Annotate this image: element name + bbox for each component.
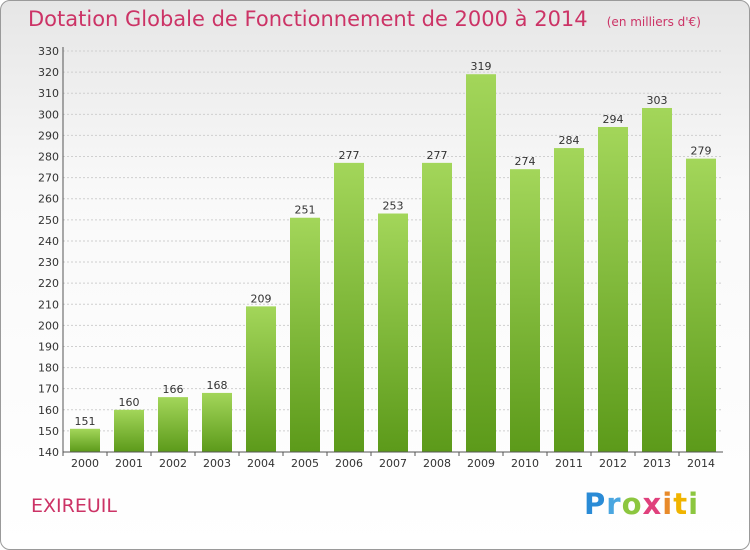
bar-value-label: 160 [119, 396, 140, 409]
x-tick-label: 2004 [247, 457, 275, 470]
bar-value-label: 277 [339, 149, 360, 162]
bar-value-label: 253 [383, 200, 404, 213]
x-tick-label: 2013 [643, 457, 671, 470]
y-tick-label: 270 [38, 172, 59, 185]
y-tick-label: 180 [38, 362, 59, 375]
commune-name: EXIREUIL [31, 495, 117, 517]
bar-value-label: 274 [515, 155, 536, 168]
bar-2001 [114, 409, 144, 452]
bar-2005 [290, 217, 320, 452]
y-tick-label: 310 [38, 87, 59, 100]
x-tick-label: 2006 [335, 457, 363, 470]
bar-2004 [246, 306, 276, 452]
x-tick-label: 2011 [555, 457, 583, 470]
y-tick-label: 330 [38, 45, 59, 58]
bar-2003 [202, 392, 232, 452]
bar-2011 [554, 148, 584, 452]
y-tick-label: 200 [38, 319, 59, 332]
y-tick-label: 300 [38, 108, 59, 121]
bar-value-label: 277 [427, 149, 448, 162]
x-tick-label: 2009 [467, 457, 495, 470]
y-tick-label: 220 [38, 277, 59, 290]
y-tick-label: 140 [38, 446, 59, 459]
x-tick-label: 2001 [115, 457, 143, 470]
bar-value-label: 209 [251, 292, 272, 305]
y-tick-label: 210 [38, 298, 59, 311]
bar-2007 [378, 213, 408, 452]
y-tick-label: 280 [38, 151, 59, 164]
axes [62, 47, 723, 453]
y-tick-label: 190 [38, 340, 59, 353]
proxiti-logo: Proxiti [584, 487, 700, 521]
bar-2006 [334, 162, 364, 452]
bar-value-label: 251 [295, 204, 316, 217]
bar-2010 [510, 169, 540, 453]
bar-value-label: 284 [559, 134, 580, 147]
y-tick-label: 260 [38, 193, 59, 206]
y-tick-label: 160 [38, 404, 59, 417]
y-tick-label: 290 [38, 129, 59, 142]
bar-value-label: 279 [691, 145, 712, 158]
bar-value-label: 168 [207, 379, 228, 392]
bar-2002 [158, 397, 188, 452]
x-tick-label: 2007 [379, 457, 407, 470]
bar-value-label: 294 [603, 113, 624, 126]
y-axis-ticks: 140 150 160 170 180 190 200 210 220 230 240 250 260 2… [38, 45, 59, 459]
bar-value-label: 166 [163, 383, 184, 396]
y-tick-label: 240 [38, 235, 59, 248]
x-tick-label: 2003 [203, 457, 231, 470]
y-tick-label: 320 [38, 66, 59, 79]
x-tick-label: 2008 [423, 457, 451, 470]
bar-value-label: 319 [471, 60, 492, 73]
bar-2014 [686, 158, 716, 452]
y-tick-label: 250 [38, 214, 59, 227]
y-tick-label: 230 [38, 256, 59, 269]
bar-value-label: 303 [647, 94, 668, 107]
chart-title: Dotation Globale de Fonctionnement de 20… [28, 7, 701, 31]
y-tick-label: 170 [38, 383, 59, 396]
title-main: Dotation Globale de Fonctionnement de 20… [28, 7, 588, 31]
title-unit: (en milliers d'€) [606, 15, 701, 29]
bar-2009 [466, 74, 496, 452]
bar-2013 [642, 107, 672, 453]
x-tick-label: 2000 [71, 457, 99, 470]
y-tick-label: 150 [38, 425, 59, 438]
bar-2012 [598, 126, 628, 453]
x-axis-ticks: 2000 2001 2002 2003 2004 2005 2006 2007 2008 2009… [62, 452, 715, 470]
bar-2000 [70, 428, 100, 452]
x-tick-label: 2010 [511, 457, 539, 470]
bar-value-label: 151 [75, 415, 96, 428]
x-tick-label: 2002 [159, 457, 187, 470]
bars: 151 160 166 168 209 251 277 253 277 319 274 284 294 3… [70, 60, 716, 453]
bar-2008 [422, 162, 452, 452]
x-tick-label: 2012 [599, 457, 627, 470]
x-tick-label: 2005 [291, 457, 319, 470]
x-tick-label: 2014 [687, 457, 715, 470]
